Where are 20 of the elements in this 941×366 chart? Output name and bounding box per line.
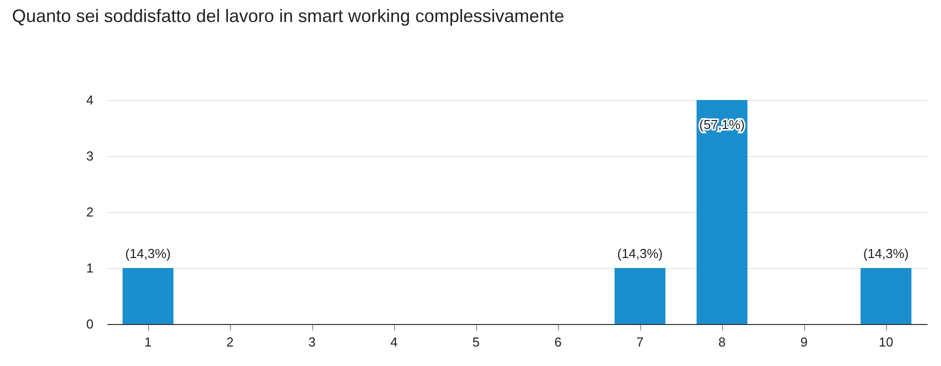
y-tick-label: 2 <box>86 204 94 220</box>
x-tick-label: 9 <box>800 334 808 350</box>
annotation: (14,3%) <box>617 246 663 261</box>
annotation: (14,3%) <box>863 246 909 261</box>
y-tick-label: 1 <box>86 260 94 276</box>
x-tick-label: 8 <box>718 334 726 350</box>
x-tick-label: 5 <box>472 334 480 350</box>
x-tick-label: 7 <box>636 334 644 350</box>
y-tick-label: 0 <box>86 316 94 332</box>
y-tick-label: 4 <box>86 92 94 108</box>
x-tick-label: 2 <box>226 334 234 350</box>
x-tick-label: 10 <box>878 334 894 350</box>
x-tick-label: 6 <box>554 334 562 350</box>
chart-title: Quanto sei soddisfatto del lavoro in smart working complessivamente <box>12 6 564 26</box>
x-tick-label: 1 <box>144 334 152 350</box>
x-tick-label: 3 <box>308 334 316 350</box>
y-tick-label: 3 <box>86 148 94 164</box>
x-tick-label: 4 <box>390 334 398 350</box>
annotation: (57,1%) <box>699 117 745 132</box>
annotation: (14,3%) <box>125 246 171 261</box>
